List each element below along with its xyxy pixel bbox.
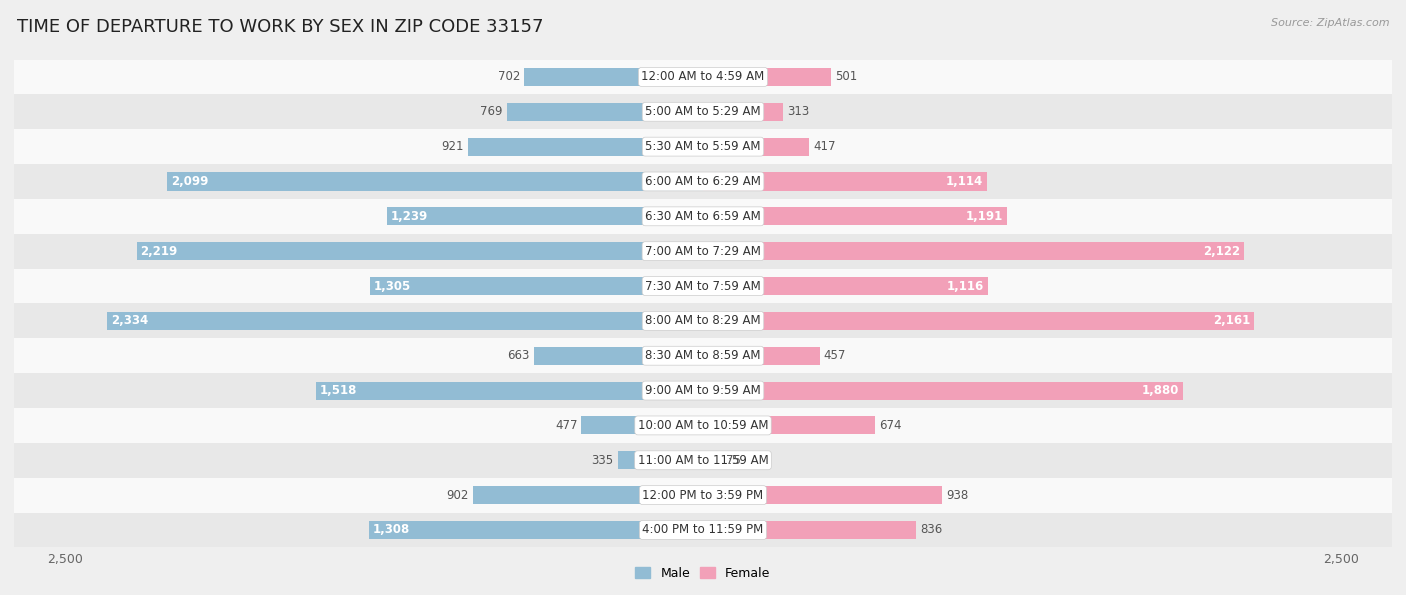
- Bar: [0, 408, 1406, 443]
- Text: 938: 938: [946, 488, 969, 502]
- Bar: [524, 68, 703, 86]
- Bar: [167, 173, 703, 190]
- Text: 674: 674: [879, 419, 901, 432]
- Text: Source: ZipAtlas.com: Source: ZipAtlas.com: [1271, 18, 1389, 28]
- Bar: [581, 416, 703, 434]
- Text: 12:00 PM to 3:59 PM: 12:00 PM to 3:59 PM: [643, 488, 763, 502]
- Bar: [703, 242, 1244, 260]
- Text: 417: 417: [813, 140, 835, 153]
- Text: 1,239: 1,239: [391, 210, 427, 223]
- Text: 2,099: 2,099: [172, 175, 208, 188]
- Bar: [0, 60, 1406, 95]
- Bar: [0, 443, 1406, 478]
- Text: 921: 921: [441, 140, 464, 153]
- Bar: [0, 164, 1406, 199]
- Text: 12:00 AM to 4:59 AM: 12:00 AM to 4:59 AM: [641, 70, 765, 83]
- Bar: [703, 173, 987, 190]
- Bar: [0, 95, 1406, 129]
- Bar: [534, 347, 703, 365]
- Text: 8:00 AM to 8:29 AM: 8:00 AM to 8:29 AM: [645, 314, 761, 327]
- Bar: [107, 312, 703, 330]
- Text: 1,305: 1,305: [374, 280, 411, 293]
- Text: TIME OF DEPARTURE TO WORK BY SEX IN ZIP CODE 33157: TIME OF DEPARTURE TO WORK BY SEX IN ZIP …: [17, 18, 543, 36]
- Text: 1,308: 1,308: [373, 524, 411, 537]
- Bar: [703, 68, 831, 86]
- Text: 702: 702: [498, 70, 520, 83]
- Bar: [370, 521, 703, 539]
- Text: 10:00 AM to 10:59 AM: 10:00 AM to 10:59 AM: [638, 419, 768, 432]
- Text: 335: 335: [592, 454, 613, 466]
- Bar: [703, 312, 1254, 330]
- Bar: [703, 381, 1182, 400]
- Text: 4:00 PM to 11:59 PM: 4:00 PM to 11:59 PM: [643, 524, 763, 537]
- Bar: [472, 486, 703, 504]
- Bar: [468, 137, 703, 156]
- Bar: [703, 347, 820, 365]
- Bar: [703, 416, 875, 434]
- Bar: [0, 303, 1406, 339]
- Text: 7:00 AM to 7:29 AM: 7:00 AM to 7:29 AM: [645, 245, 761, 258]
- Bar: [0, 268, 1406, 303]
- Bar: [0, 234, 1406, 268]
- Text: 2,334: 2,334: [111, 314, 149, 327]
- Text: 75: 75: [725, 454, 741, 466]
- Bar: [703, 103, 783, 121]
- Text: 1,880: 1,880: [1142, 384, 1178, 397]
- Text: 8:30 AM to 8:59 AM: 8:30 AM to 8:59 AM: [645, 349, 761, 362]
- Text: 11:00 AM to 11:59 AM: 11:00 AM to 11:59 AM: [638, 454, 768, 466]
- Bar: [703, 277, 988, 295]
- Bar: [0, 129, 1406, 164]
- Bar: [0, 512, 1406, 547]
- Bar: [0, 373, 1406, 408]
- Text: 1,518: 1,518: [319, 384, 357, 397]
- Bar: [387, 207, 703, 226]
- Text: 9:00 AM to 9:59 AM: 9:00 AM to 9:59 AM: [645, 384, 761, 397]
- Text: 477: 477: [555, 419, 578, 432]
- Text: 663: 663: [508, 349, 530, 362]
- Bar: [703, 137, 810, 156]
- Bar: [316, 381, 703, 400]
- Bar: [617, 451, 703, 469]
- Legend: Male, Female: Male, Female: [636, 567, 770, 580]
- Text: 2,122: 2,122: [1204, 245, 1240, 258]
- Text: 5:30 AM to 5:59 AM: 5:30 AM to 5:59 AM: [645, 140, 761, 153]
- Text: 2,161: 2,161: [1213, 314, 1250, 327]
- Text: 836: 836: [920, 524, 942, 537]
- Bar: [703, 521, 917, 539]
- Bar: [703, 451, 723, 469]
- Text: 1,191: 1,191: [966, 210, 1002, 223]
- Text: 457: 457: [824, 349, 846, 362]
- Bar: [0, 339, 1406, 373]
- Text: 1,116: 1,116: [946, 280, 984, 293]
- Text: 6:00 AM to 6:29 AM: 6:00 AM to 6:29 AM: [645, 175, 761, 188]
- Text: 2,219: 2,219: [141, 245, 179, 258]
- Text: 501: 501: [835, 70, 856, 83]
- Text: 1,114: 1,114: [946, 175, 983, 188]
- Bar: [0, 199, 1406, 234]
- Bar: [506, 103, 703, 121]
- Text: 5:00 AM to 5:29 AM: 5:00 AM to 5:29 AM: [645, 105, 761, 118]
- Bar: [703, 207, 1007, 226]
- Text: 769: 769: [481, 105, 503, 118]
- Text: 313: 313: [787, 105, 808, 118]
- Bar: [370, 277, 703, 295]
- Bar: [136, 242, 703, 260]
- Text: 902: 902: [447, 488, 470, 502]
- Text: 6:30 AM to 6:59 AM: 6:30 AM to 6:59 AM: [645, 210, 761, 223]
- Bar: [0, 478, 1406, 512]
- Bar: [703, 486, 942, 504]
- Text: 7:30 AM to 7:59 AM: 7:30 AM to 7:59 AM: [645, 280, 761, 293]
